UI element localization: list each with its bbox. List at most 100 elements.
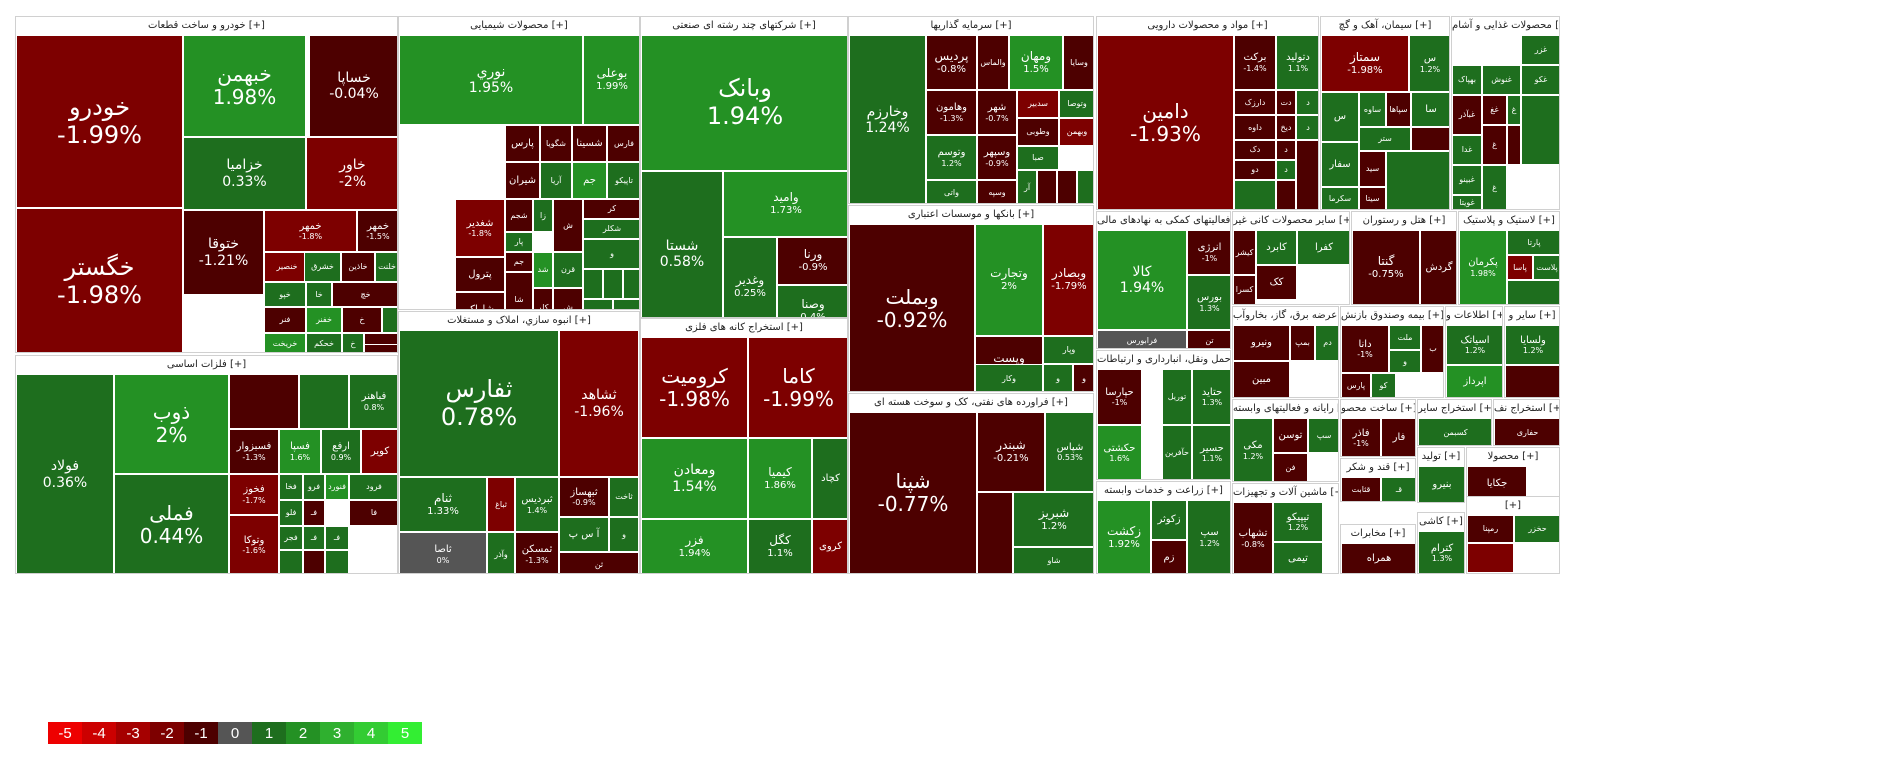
tile-20-0[interactable]: حتاید 1.3% <box>1192 369 1230 425</box>
sector-title[interactable]: سیمان، آهک و گچ [+] <box>1321 17 1449 35</box>
tile-12-2[interactable]: بورس 1.3% <box>1187 275 1230 330</box>
tile-0-15[interactable]: خا <box>306 282 332 307</box>
tile-4-4[interactable]: ورنا -0.9% <box>777 237 847 285</box>
tile-3-12[interactable]: و <box>609 517 639 552</box>
tile-10-4[interactable]: سا <box>1411 92 1449 127</box>
tile-1-5[interactable]: فباهنر 0.8% <box>349 374 397 429</box>
sector-title[interactable]: کاشی [+] <box>1418 513 1464 531</box>
tile-10-5[interactable]: س <box>1321 92 1359 142</box>
tile-1-0[interactable]: فولاد 0.36% <box>16 374 114 573</box>
tile-0-7[interactable]: خمهر -1.8% <box>264 210 357 252</box>
tile-0-25[interactable] <box>364 344 397 352</box>
tile-9-14[interactable] <box>1234 180 1276 209</box>
tile-15-0[interactable]: پکرمان 1.98% <box>1459 230 1507 304</box>
tile-9-4[interactable]: دت <box>1276 90 1296 115</box>
tile-5-2[interactable]: ومعادن 1.54% <box>641 438 748 519</box>
tile-1-21[interactable]: فـ <box>325 526 349 550</box>
tile-1-23[interactable] <box>303 550 325 573</box>
tile-12-0[interactable]: کالا 1.94% <box>1097 230 1187 330</box>
tile-2-17[interactable]: جم <box>505 252 533 272</box>
tile-2-14[interactable]: زا <box>533 199 553 232</box>
tile-15-3[interactable]: پلاست <box>1533 255 1559 280</box>
tile-3-7[interactable]: ثاصا 0% <box>399 532 487 573</box>
tile-5-0[interactable]: کرومیت -1.98% <box>641 337 748 438</box>
tile-0-18[interactable]: خفنر <box>306 307 342 333</box>
tile-10-2[interactable]: ساوه <box>1359 92 1386 127</box>
tile-7-7[interactable]: و <box>1043 364 1073 391</box>
sector-title[interactable]: استخراج کانه های فلزی [+] <box>641 319 847 337</box>
tile-0-1[interactable]: خگستر -1.98% <box>16 208 183 352</box>
tile-2-21[interactable]: شد <box>533 252 553 288</box>
tile-21-3[interactable]: فن <box>1273 453 1308 481</box>
sector-title[interactable]: فعالیتهای کمکی به نهادهای مالی [+] <box>1097 212 1230 230</box>
tile-6-2[interactable]: والماس <box>977 35 1009 90</box>
tile-0-24[interactable] <box>382 307 397 333</box>
tile-6-12[interactable]: وبهمن <box>1059 118 1093 146</box>
tile-2-18[interactable]: شکلر <box>583 219 639 239</box>
tile-6-15[interactable]: صبا <box>1017 146 1059 170</box>
tile-1-10[interactable]: فخوز -1.7% <box>229 474 279 515</box>
tile-17-5[interactable]: ب <box>1421 325 1443 373</box>
tile-0-14[interactable]: خپو <box>264 282 306 307</box>
tile-27-0[interactable]: قثابت <box>1341 477 1381 501</box>
tile-10-11[interactable]: سیتا <box>1359 187 1386 209</box>
tile-17-3[interactable]: کو <box>1371 373 1396 397</box>
tile-9-9[interactable]: دک <box>1234 140 1276 160</box>
tile-9-10[interactable]: د <box>1276 140 1296 160</box>
tile-15-4[interactable] <box>1507 280 1559 304</box>
tile-1-13[interactable]: فنورد <box>325 474 349 500</box>
tile-21-2[interactable]: سپ <box>1308 418 1338 453</box>
tile-0-2[interactable]: خبهمن 1.98% <box>183 35 306 137</box>
tile-22-1[interactable]: فار <box>1381 418 1415 456</box>
tile-8-2[interactable]: شپاس 0.53% <box>1045 412 1093 492</box>
tile-3-4[interactable]: ثبردیس 1.4% <box>515 477 559 532</box>
tile-1-20[interactable]: فـ <box>303 526 325 550</box>
tile-11-6[interactable]: غ <box>1507 95 1521 125</box>
tile-2-0[interactable]: نوري 1.95% <box>399 35 583 125</box>
tile-3-10[interactable]: ثمسکن -1.3% <box>515 532 559 573</box>
tile-6-11[interactable]: وطوبی <box>1017 118 1059 146</box>
tile-16-3[interactable]: دم <box>1315 325 1338 361</box>
tile-6-19[interactable] <box>1077 170 1093 203</box>
tile-16-1[interactable]: مبین <box>1233 361 1290 397</box>
tile-2-20[interactable]: شا <box>505 272 533 309</box>
tile-10-9[interactable]: سید <box>1359 151 1386 187</box>
tile-26-2[interactable]: تیمی <box>1273 542 1323 573</box>
sector-title[interactable]: استخراج سایر [+] <box>1418 400 1491 418</box>
tile-0-5[interactable]: خاور -2% <box>306 137 397 210</box>
tile-1-2[interactable]: فملی 0.44% <box>114 474 229 573</box>
sector-title[interactable]: قند و شکر [+] <box>1341 459 1415 477</box>
tile-9-12[interactable]: د <box>1276 160 1296 180</box>
tile-32-2[interactable] <box>1467 543 1514 573</box>
sector-title[interactable]: مواد و محصولات دارویی [+] <box>1097 17 1318 35</box>
tile-20-1[interactable]: حسیر 1.1% <box>1192 425 1230 479</box>
tile-0-0[interactable]: خودرو -1.99% <box>16 35 183 208</box>
tile-28-0[interactable]: همراه <box>1341 543 1415 573</box>
tile-1-6[interactable]: فسپا 1.6% <box>279 429 321 474</box>
tile-6-3[interactable]: ومهان 1.5% <box>1009 35 1063 90</box>
tile-7-0[interactable]: وبملت -0.92% <box>849 224 975 391</box>
tile-2-31[interactable] <box>613 299 639 309</box>
tile-3-3[interactable]: ثباغ <box>487 477 515 532</box>
tile-9-6[interactable]: داوه <box>1234 115 1276 140</box>
tile-3-11[interactable]: ثن <box>559 552 639 573</box>
tile-10-1[interactable]: س 1.2% <box>1409 35 1449 92</box>
sector-title[interactable]: شرکتهای چند رشته ای صنعتی [+] <box>641 17 847 35</box>
tile-19-0[interactable]: ولسایا 1.2% <box>1505 325 1559 365</box>
tile-0-6[interactable]: ختوقا -1.21% <box>183 210 264 295</box>
tile-4-5[interactable]: وصنا 0.4% <box>777 285 847 317</box>
tile-14-1[interactable]: گردش <box>1420 230 1456 304</box>
tile-0-8[interactable]: خمهر -1.5% <box>357 210 397 252</box>
tile-20-5[interactable]: حکشتی 1.6% <box>1097 425 1142 479</box>
tile-0-16[interactable]: خچ <box>332 282 397 307</box>
tile-6-0[interactable]: وخارزم 1.24% <box>849 35 926 203</box>
tile-17-0[interactable]: دانا -1% <box>1341 325 1389 373</box>
tile-1-14[interactable]: فرود <box>349 474 397 500</box>
tile-5-6[interactable]: کگل 1.1% <box>748 519 812 573</box>
tile-25-3[interactable]: سپ 1.2% <box>1187 500 1230 573</box>
sector-title[interactable]: محصولات غذایی و آشام [+] <box>1452 17 1559 35</box>
tile-16-2[interactable]: بمپ <box>1290 325 1315 361</box>
tile-12-1[interactable]: انرژی -1% <box>1187 230 1230 275</box>
tile-22-0[interactable]: فاذر -1% <box>1341 418 1381 456</box>
tile-15-1[interactable]: پارتا <box>1507 230 1559 255</box>
